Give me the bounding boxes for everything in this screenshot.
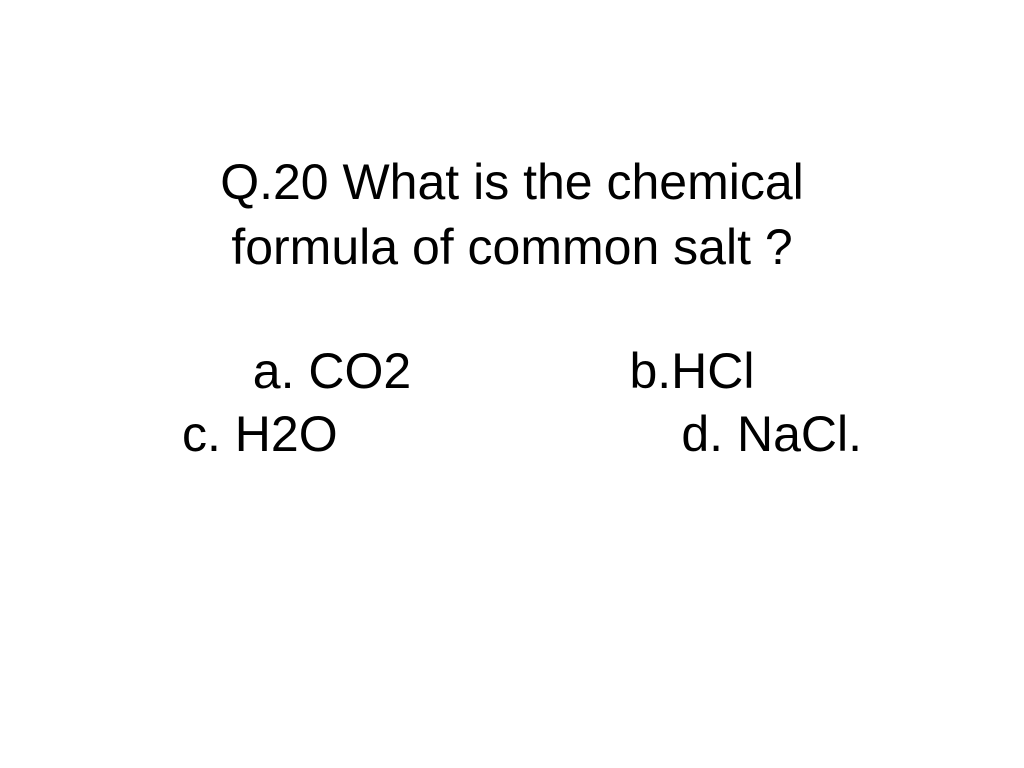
question-text: Q.20 What is the chemical formula of com…: [0, 150, 1024, 280]
options-row-2: c. H2O d. NaCl.: [0, 403, 1024, 466]
option-d: d. NaCl.: [512, 403, 872, 466]
option-a: a. CO2: [152, 340, 512, 403]
options-row-1: a. CO2 b.HCl: [0, 340, 1024, 403]
question-line-2: formula of common salt ?: [0, 215, 1024, 280]
option-c: c. H2O: [152, 403, 512, 466]
quiz-slide: Q.20 What is the chemical formula of com…: [0, 0, 1024, 768]
options-block: a. CO2 b.HCl c. H2O d. NaCl.: [0, 340, 1024, 465]
question-line-1: Q.20 What is the chemical: [0, 150, 1024, 215]
option-b: b.HCl: [512, 340, 872, 403]
